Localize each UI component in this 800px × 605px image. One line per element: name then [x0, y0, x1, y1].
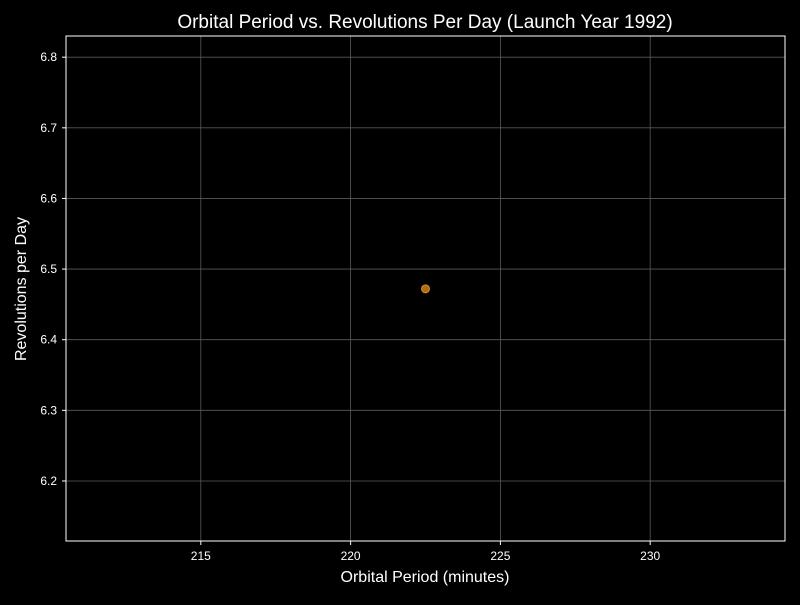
x-axis-label: Orbital Period (minutes) — [341, 569, 510, 586]
y-tick-label: 6.2 — [40, 474, 57, 488]
x-tick-label: 225 — [490, 549, 510, 563]
plot-area-frame — [65, 35, 786, 542]
grid-lines — [66, 36, 785, 541]
y-tick-label: 6.7 — [40, 121, 57, 135]
axis-ticks: 215 220 225 230 6.2 6.3 6.4 6.5 6.6 6.7 6.8 — [40, 50, 660, 563]
y-tick-label: 6.4 — [40, 333, 57, 347]
y-tick-label: 6.8 — [40, 50, 57, 64]
y-tick-label: 6.5 — [40, 262, 57, 276]
x-tick-label: 220 — [341, 549, 361, 563]
x-tick-label: 215 — [191, 549, 211, 563]
y-tick-label: 6.6 — [40, 191, 57, 205]
x-tick-label: 230 — [640, 549, 660, 563]
scatter-point — [421, 284, 430, 294]
data-points — [421, 284, 430, 294]
y-tick-label: 6.3 — [40, 403, 57, 417]
y-axis-label: Revolutions per Day — [13, 217, 30, 361]
chart-title: Orbital Period vs. Revolutions Per Day (… — [177, 12, 672, 33]
